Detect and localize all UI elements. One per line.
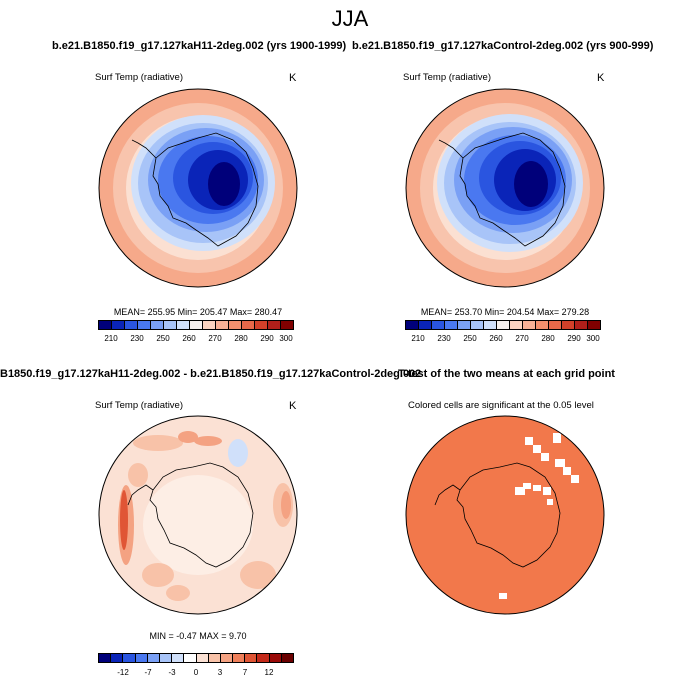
bottom-left-variable-label: Surf Temp (radiative): [95, 400, 183, 411]
tick-label: 270: [208, 334, 222, 343]
antarctica-coastline: [459, 132, 566, 247]
tick-label: 230: [130, 334, 144, 343]
tick-label: 300: [279, 334, 293, 343]
tick-label: 280: [541, 334, 555, 343]
tick-label: 250: [156, 334, 170, 343]
top-right-variable-label: Surf Temp (radiative): [403, 72, 491, 83]
bottom-left-stats: MIN = -0.47 MAX = 9.70: [149, 631, 247, 641]
top-right-stats: MEAN= 253.70 Min= 204.54 Max= 279.28: [420, 307, 590, 317]
tick-label: 210: [104, 334, 118, 343]
tick-label: 290: [567, 334, 581, 343]
tick-label: 260: [489, 334, 503, 343]
bottom-right-header: T-test of the two means at each grid poi…: [398, 368, 615, 380]
bottom-left-colorbar: [98, 653, 294, 663]
tick-label: 0: [193, 668, 199, 677]
bottom-left-map: [98, 415, 298, 615]
antarctica-coastline: [456, 462, 561, 568]
bottom-right-note: Colored cells are significant at the 0.0…: [408, 400, 594, 411]
tick-label: 12: [264, 668, 274, 677]
tick-label: 210: [411, 334, 425, 343]
top-left-unit-label: K: [289, 72, 297, 84]
tick-label: 3: [217, 668, 223, 677]
tick-label: -12: [117, 668, 129, 677]
bottom-left-colorbar-ticks: -12 -7 -3 0 3 7 12: [98, 668, 294, 678]
tick-label: 230: [437, 334, 451, 343]
antarctica-coastline: [152, 132, 259, 247]
top-left-stats: MEAN= 255.95 Min= 205.47 Max= 280.47: [113, 307, 283, 317]
top-right-colorbar: [405, 320, 601, 330]
top-left-colorbar-ticks: 210 230 250 260 270 280 290 300: [98, 334, 294, 344]
tick-label: -3: [168, 668, 176, 677]
bottom-left-unit-label: K: [289, 400, 297, 412]
tick-label: 280: [234, 334, 248, 343]
bottom-right-map: [405, 415, 605, 615]
tick-label: 290: [260, 334, 274, 343]
top-left-colorbar: [98, 320, 294, 330]
top-right-map: [405, 88, 605, 288]
figure-title: JJA: [331, 6, 369, 31]
tick-label: 7: [242, 668, 248, 677]
tick-label: 300: [586, 334, 600, 343]
top-right-unit-label: K: [597, 72, 605, 84]
tick-label: 270: [515, 334, 529, 343]
top-left-map: [98, 88, 298, 288]
top-left-variable-label: Surf Temp (radiative): [95, 72, 183, 83]
top-left-header: b.e21.B1850.f19_g17.127kaH11-2deg.002 (y…: [52, 40, 347, 52]
top-right-colorbar-ticks: 210 230 250 260 270 280 290 300: [405, 334, 601, 344]
tick-label: 260: [182, 334, 196, 343]
bottom-left-header: B1850.f19_g17.127kaH11-2deg.002 - b.e21.…: [0, 368, 422, 380]
antarctica-coastline: [149, 462, 254, 568]
tick-label: -7: [144, 668, 152, 677]
tick-label: 250: [463, 334, 477, 343]
top-right-header: b.e21.B1850.f19_g17.127kaControl-2deg.00…: [352, 40, 654, 52]
